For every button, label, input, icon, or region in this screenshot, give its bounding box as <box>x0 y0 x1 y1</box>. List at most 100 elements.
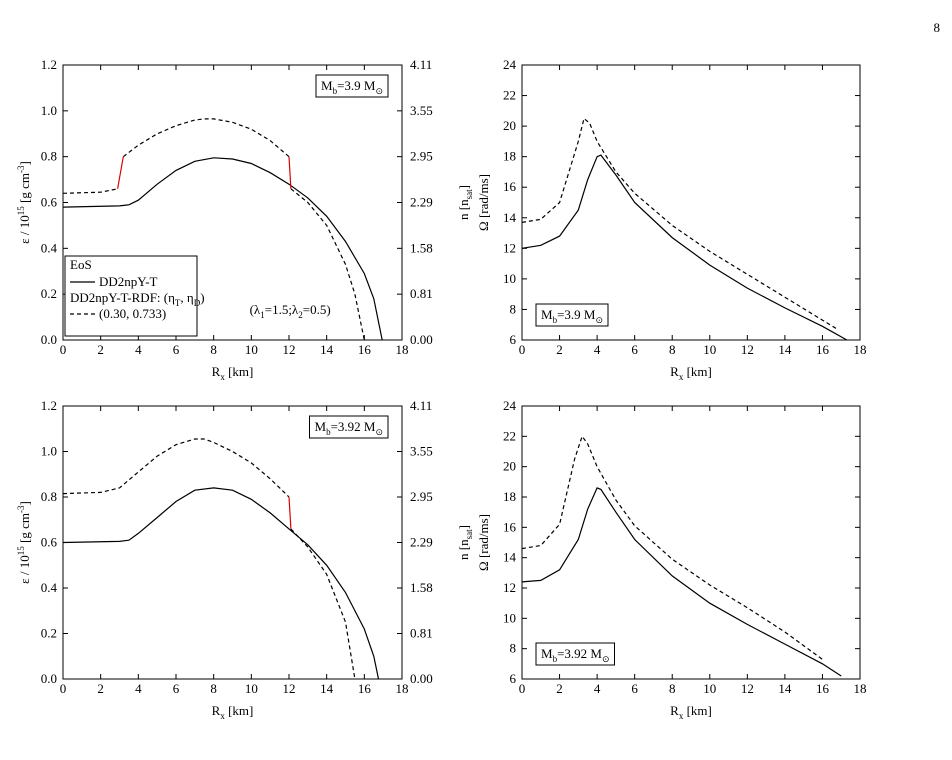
annotation-box <box>315 74 389 98</box>
plot-frame <box>521 405 861 680</box>
y2-tick-label: 2.95 <box>410 489 433 504</box>
x-tick-label: 10 <box>703 681 716 696</box>
y-tick-label: 18 <box>503 149 516 164</box>
y-tick-label: 1.2 <box>41 57 57 72</box>
y-axis-label: Ω [rad/ms] <box>476 174 491 231</box>
data-line <box>62 438 356 680</box>
text-part: [km] <box>683 703 712 718</box>
x-tick-label: 14 <box>778 681 792 696</box>
x-tick-label: 18 <box>396 681 409 696</box>
text-part: 1 <box>260 310 265 320</box>
y2-tick-label: 1.58 <box>410 580 433 595</box>
x-tick-label: 18 <box>854 681 867 696</box>
y2-tick-label: 0.81 <box>410 286 433 301</box>
annotation: Mb=3.9 M⊙ <box>321 78 383 96</box>
y-tick-label: 22 <box>503 428 516 443</box>
y-tick-label: 6 <box>510 671 517 686</box>
text-part: -3 <box>16 165 26 173</box>
text-part: [km] <box>225 703 254 718</box>
text-part: ⊙ <box>602 654 610 664</box>
y2-tick-label: 0.81 <box>410 626 433 641</box>
x-tick-label: 2 <box>556 342 563 357</box>
data-line <box>288 496 292 529</box>
y-tick-label: 24 <box>503 57 517 72</box>
text-part: [km] <box>683 364 712 379</box>
y-tick-label: 22 <box>503 88 516 103</box>
x-tick-label: 6 <box>173 681 180 696</box>
annotation: Mb=3.92 M⊙ <box>541 646 610 664</box>
text-part: Ω [rad/ms] <box>476 174 491 231</box>
y-tick-label: 0.8 <box>41 149 57 164</box>
y-tick-label: 16 <box>503 179 517 194</box>
legend-subtitle: DD2npY-T-RDF: (ηT, ηD) <box>70 290 205 308</box>
y-tick-label: 14 <box>503 550 517 565</box>
text-part: R <box>670 364 679 379</box>
legend-box <box>64 255 198 337</box>
text-part: x <box>220 372 225 382</box>
text-part: R <box>212 703 221 718</box>
x-tick-label: 16 <box>358 342 372 357</box>
y-tick-label: 1.0 <box>41 444 57 459</box>
y-tick-label: 0.8 <box>41 489 57 504</box>
annotation-box <box>535 642 615 666</box>
y-tick-label: 0.4 <box>41 240 58 255</box>
text-part: =3.9 M <box>337 78 376 93</box>
legend-title: EoS <box>70 257 92 272</box>
text-part: =3.92 M <box>557 646 602 661</box>
y2-tick-label: 0.00 <box>410 671 433 686</box>
x-tick-label: 14 <box>320 342 334 357</box>
x-tick-label: 8 <box>210 681 217 696</box>
text-part: b <box>553 654 558 664</box>
x-tick-label: 12 <box>283 342 296 357</box>
text-part: n [n <box>456 539 471 560</box>
y-tick-label: 16 <box>503 519 517 534</box>
x-tick-label: 6 <box>631 342 638 357</box>
text-part: ⊙ <box>375 86 383 96</box>
x-tick-label: 2 <box>556 681 563 696</box>
text-part: [km] <box>225 364 254 379</box>
x-tick-label: 16 <box>816 342 830 357</box>
text-part: M <box>541 307 553 322</box>
page-number: 8 <box>934 20 941 35</box>
x-axis-label: Rx [km] <box>670 703 712 721</box>
data-line <box>521 487 842 677</box>
x-tick-label: 4 <box>594 342 601 357</box>
y2-tick-label: 3.55 <box>410 103 433 118</box>
text-part: 15 <box>16 546 26 556</box>
y-tick-label: 6 <box>510 332 517 347</box>
data-line <box>521 117 838 330</box>
y-tick-label: 0.2 <box>41 626 57 641</box>
y2-tick-label: 1.58 <box>410 240 433 255</box>
text-part: =0.5) <box>303 302 331 317</box>
y-tick-label: 0.6 <box>41 535 58 550</box>
y2-tick-label: 2.95 <box>410 149 433 164</box>
y2-tick-label: 2.29 <box>410 195 433 210</box>
plot-frame <box>62 405 403 680</box>
text-part: ⊙ <box>375 427 383 437</box>
text-part: DD2npY-T-RDF: (η <box>70 290 175 305</box>
text-part: -3 <box>16 505 26 513</box>
x-tick-label: 4 <box>135 681 142 696</box>
y-tick-label: 0.2 <box>41 286 57 301</box>
y-tick-label: 14 <box>503 210 517 225</box>
text-part: b <box>333 86 338 96</box>
text-part: n [n <box>456 199 471 220</box>
text-part: ε / 10 <box>17 555 32 584</box>
y-tick-label: 8 <box>510 301 517 316</box>
text-part: x <box>679 711 684 721</box>
y-axis-label: ε / 1015 [g cm-3] <box>16 161 32 244</box>
x-axis-label: Rx [km] <box>212 364 254 382</box>
y2-axis-label: n [nsat] <box>456 185 474 220</box>
y-tick-label: 12 <box>503 240 516 255</box>
text-part: b <box>326 427 331 437</box>
text-part: =1.5;λ <box>265 302 299 317</box>
text-part: ) <box>200 290 204 305</box>
text-part: T <box>175 298 181 308</box>
x-axis-label: Rx [km] <box>670 364 712 382</box>
text-part: ] <box>456 185 471 189</box>
data-line <box>117 156 292 189</box>
text-part: x <box>220 711 225 721</box>
data-line <box>521 435 823 660</box>
text-part: ⊙ <box>595 315 603 325</box>
y-axis-label: Ω [rad/ms] <box>476 514 491 571</box>
